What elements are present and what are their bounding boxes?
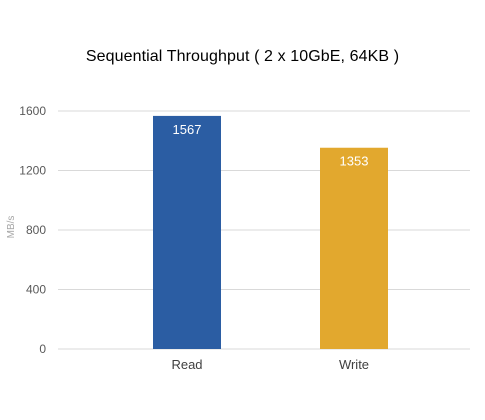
x-tick-label: Write [339,357,369,372]
y-tick-label: 400 [26,283,46,297]
y-tick-label: 800 [26,223,46,237]
bar-write [320,147,388,349]
data-label: 1353 [340,154,369,169]
y-tick-label: 1600 [19,104,46,118]
chart-title: Sequential Throughput ( 2 x 10GbE, 64KB … [85,48,400,65]
y-axis-label: MB/s [6,216,17,239]
x-tick-label: Read [171,357,202,372]
data-label: 1567 [173,122,202,137]
y-tick-label: 0 [39,342,46,356]
y-tick-label: 1200 [19,164,46,178]
bar-read [153,115,221,349]
